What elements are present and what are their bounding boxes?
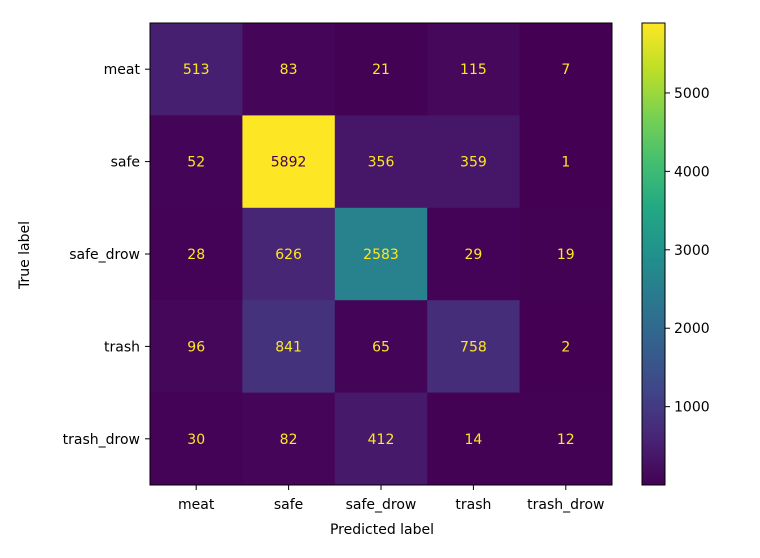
cell-value-label: 28: [187, 247, 205, 263]
heatmap-cell: [150, 207, 243, 301]
heatmap-cell: [150, 23, 243, 116]
cell-value-label: 2: [561, 339, 570, 355]
x-axis-label: Predicted label: [330, 522, 434, 538]
heatmap-cell: [334, 115, 428, 209]
colorbar-tick-label: 5000: [674, 86, 710, 102]
x-tick-label: trash: [455, 497, 491, 513]
heatmap-cell: [242, 392, 336, 486]
cell-value-label: 52: [187, 155, 205, 171]
cell-value-label: 356: [368, 155, 395, 171]
heatmap-cell: [427, 207, 521, 301]
heatmap-cell: [519, 300, 613, 394]
cell-value-label: 115: [460, 62, 487, 78]
heatmap-cell: [427, 23, 521, 116]
heatmap-cell: [242, 115, 336, 209]
heatmap-cell: [427, 115, 521, 209]
cell-value-label: 841: [275, 339, 302, 355]
cell-value-label: 5892: [271, 155, 307, 171]
cell-value-label: 1: [561, 155, 570, 171]
cell-value-label: 96: [187, 339, 205, 355]
y-tick-label: trash_drow: [63, 432, 140, 448]
heatmap-cell: [334, 392, 428, 486]
heatmap-cell: [242, 23, 336, 116]
y-tick-label: safe_drow: [69, 247, 140, 263]
heatmap-cell: [150, 300, 243, 394]
colorbar-tick-label: 3000: [674, 243, 710, 259]
x-tick-label: meat: [178, 497, 215, 513]
heatmap-cell: [334, 23, 428, 116]
heatmap-cell: [519, 23, 613, 116]
cell-value-label: 758: [460, 339, 487, 355]
cell-value-label: 626: [275, 247, 302, 263]
cell-value-label: 82: [280, 432, 298, 448]
colorbar-tick-label: 2000: [674, 321, 710, 337]
colorbar-gradient: [641, 22, 666, 486]
cell-value-label: 12: [557, 432, 575, 448]
colorbar: 1000 2000 3000 4000 5000: [641, 22, 710, 486]
y-tick-label: meat: [104, 62, 141, 78]
heatmap-cell: [519, 207, 613, 301]
cell-value-label: 513: [183, 62, 210, 78]
heatmap-cell: [150, 392, 243, 486]
x-tick-label: safe_drow: [346, 497, 417, 513]
heatmap-cell: [242, 300, 336, 394]
cell-value-label: 412: [368, 432, 395, 448]
x-tick-label: trash_drow: [527, 497, 604, 513]
heatmap-cell: [334, 207, 428, 301]
cell-value-label: 30: [187, 432, 205, 448]
heatmap-cell: [427, 392, 521, 486]
heatmap-cell: [519, 392, 613, 486]
cell-value-label: 2583: [363, 247, 399, 263]
cell-value-label: 21: [372, 62, 390, 78]
cell-value-label: 7: [561, 62, 570, 78]
x-tick-label: safe: [274, 497, 303, 513]
heatmap-area: 513 83 21 115 7 52 5892 356 359 1 28 626 2583 29 19 96 8…: [149, 22, 613, 486]
x-axis: meat safe safe_drow trash trash_drow: [178, 485, 604, 513]
y-tick-label: trash: [104, 339, 140, 355]
cell-value-label: 29: [464, 247, 482, 263]
cell-value-label: 19: [557, 247, 575, 263]
heatmap-cell: [519, 115, 613, 209]
cell-value-label: 65: [372, 339, 390, 355]
cell-value-label: 14: [464, 432, 482, 448]
heatmap-cell: [334, 300, 428, 394]
heatmap-cell: [427, 300, 521, 394]
cell-value-label: 359: [460, 155, 487, 171]
cell-value-label: 83: [280, 62, 298, 78]
colorbar-tick-label: 4000: [674, 164, 710, 180]
heatmap-cell: [150, 115, 243, 209]
y-axis-label: True label: [17, 221, 33, 290]
heatmap-cell: [242, 207, 336, 301]
colorbar-tick-label: 1000: [674, 400, 710, 416]
y-tick-label: safe: [111, 155, 140, 171]
